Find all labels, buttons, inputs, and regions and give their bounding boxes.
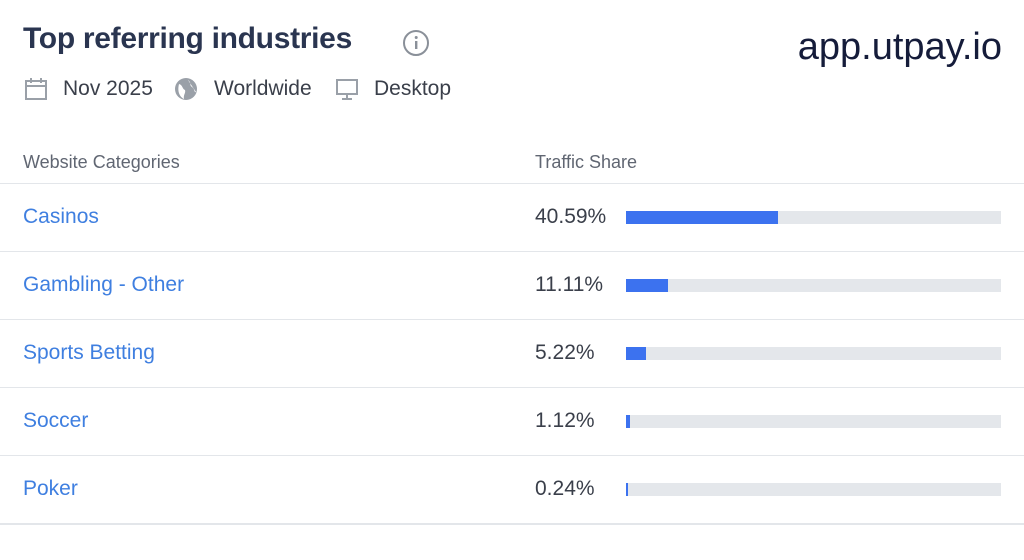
divider xyxy=(0,455,1024,456)
bar xyxy=(626,415,631,428)
calendar-icon xyxy=(25,78,47,100)
category-link[interactable]: Casinos xyxy=(23,205,99,228)
bar xyxy=(626,483,628,496)
bar-track xyxy=(626,347,1001,360)
divider xyxy=(0,387,1024,388)
column-header: Website Categories xyxy=(23,152,180,172)
date-filter[interactable]: Nov 2025 xyxy=(63,77,153,100)
value-label: 5.22% xyxy=(535,341,595,364)
category-link[interactable]: Gambling - Other xyxy=(23,273,185,296)
bar-track xyxy=(626,483,1001,496)
bar-track xyxy=(626,279,1001,292)
value-label: 1.12% xyxy=(535,409,595,432)
divider xyxy=(0,319,1024,320)
column-header: Traffic Share xyxy=(535,152,638,172)
category-link[interactable]: Sports Betting xyxy=(23,341,155,364)
bar xyxy=(626,279,668,292)
divider xyxy=(0,523,1024,525)
title: Top referring industries xyxy=(23,22,352,55)
bar xyxy=(626,347,646,360)
device-filter[interactable]: Desktop xyxy=(374,77,452,100)
desktop-icon xyxy=(336,79,358,100)
category-link[interactable]: Soccer xyxy=(23,409,89,432)
bar xyxy=(626,211,779,224)
watermark: app.utpay.io xyxy=(793,26,1006,69)
value-label: 40.59% xyxy=(535,205,607,228)
divider xyxy=(0,183,1024,184)
category-link[interactable]: Poker xyxy=(23,477,78,500)
region-filter[interactable]: Worldwide xyxy=(214,77,312,100)
value-label: 11.11% xyxy=(535,273,604,296)
value-label: 0.24% xyxy=(535,477,595,500)
divider xyxy=(0,251,1024,252)
bar-track xyxy=(626,415,1001,428)
globe-icon xyxy=(175,78,197,100)
info-icon[interactable] xyxy=(402,29,430,57)
